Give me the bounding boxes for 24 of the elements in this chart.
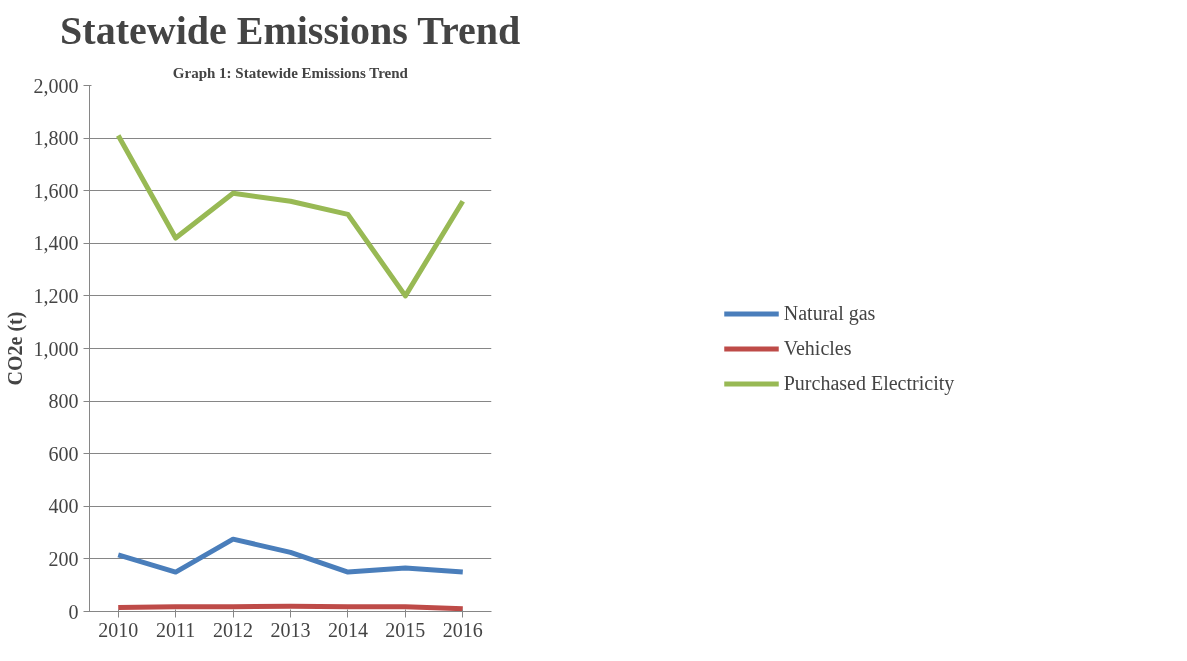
y-tick-label: 1,200 bbox=[33, 284, 79, 307]
chart-title: Statewide Emissions Trend bbox=[60, 7, 521, 53]
x-tick-label: 2012 bbox=[213, 618, 254, 641]
y-axis-title: CO2e (t) bbox=[3, 311, 27, 386]
legend-label: Natural gas bbox=[783, 301, 876, 325]
x-tick-label: 2013 bbox=[270, 618, 311, 641]
legend-label: Purchased Electricity bbox=[783, 371, 955, 395]
y-tick-label: 1,800 bbox=[33, 127, 79, 150]
y-tick-label: 2,000 bbox=[33, 74, 79, 97]
x-tick-label: 2010 bbox=[98, 618, 139, 641]
y-tick-label: 1,400 bbox=[33, 232, 79, 255]
x-tick-label: 2016 bbox=[442, 618, 483, 641]
y-tick-label: 0 bbox=[68, 600, 79, 623]
y-tick-label: 1,000 bbox=[33, 337, 79, 360]
y-tick-label: 800 bbox=[48, 390, 79, 413]
x-tick-label: 2011 bbox=[156, 618, 196, 641]
y-tick-label: 1,600 bbox=[33, 179, 79, 202]
y-tick-label: 400 bbox=[48, 495, 79, 518]
y-tick-label: 600 bbox=[48, 442, 79, 465]
x-tick-label: 2015 bbox=[385, 618, 426, 641]
legend-label: Vehicles bbox=[783, 336, 852, 360]
y-tick-label: 200 bbox=[48, 547, 79, 570]
x-tick-label: 2014 bbox=[327, 618, 368, 641]
caption: Graph 1: Statewide Emissions Trend bbox=[172, 64, 409, 81]
